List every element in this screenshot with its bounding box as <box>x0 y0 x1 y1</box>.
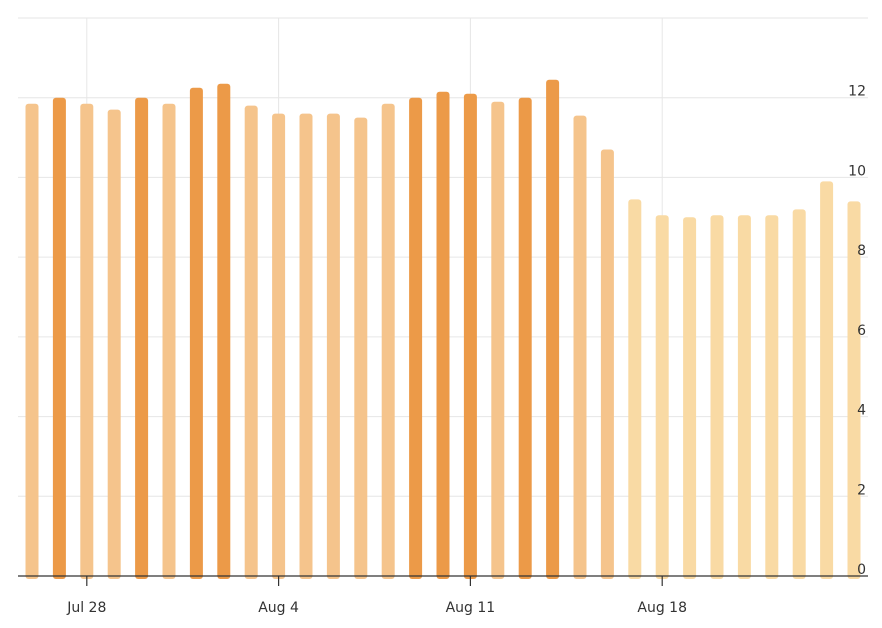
bar <box>80 103 94 579</box>
y-tick-label: 6 <box>857 323 866 339</box>
x-tick-label: Jul 28 <box>66 600 106 616</box>
bar <box>25 103 39 579</box>
bar <box>737 215 751 580</box>
bar <box>354 117 368 580</box>
y-tick-label: 8 <box>857 243 866 259</box>
y-axis-labels: 0 2 4 6 8 10 12 <box>848 84 866 578</box>
y-tick-label: 12 <box>848 84 866 100</box>
x-tick-label: Aug 4 <box>258 600 299 616</box>
bar <box>710 215 724 580</box>
bar <box>409 97 423 579</box>
bar <box>820 181 834 579</box>
x-axis-labels: Jul 28 Aug 4 Aug 11 Aug 18 <box>66 600 687 616</box>
y-tick-label: 0 <box>857 562 866 578</box>
bar <box>107 109 121 580</box>
bar <box>189 87 203 579</box>
bar <box>436 91 450 579</box>
bar <box>792 209 806 580</box>
bar <box>52 97 66 579</box>
bar <box>463 93 477 579</box>
bar <box>272 113 286 580</box>
bar <box>655 215 669 580</box>
bar <box>381 103 395 579</box>
x-tick-label: Aug 18 <box>637 600 687 616</box>
bar <box>326 113 340 580</box>
bar <box>683 217 697 580</box>
y-tick-label: 2 <box>857 482 866 498</box>
bar <box>600 149 614 579</box>
bar <box>765 215 779 580</box>
bar <box>518 97 532 579</box>
bar <box>628 199 642 579</box>
bars <box>25 79 861 580</box>
bar <box>847 201 861 580</box>
bar <box>217 83 231 579</box>
y-tick-label: 4 <box>857 403 866 419</box>
bar <box>162 103 176 579</box>
x-axis <box>18 575 868 586</box>
x-tick-label: Aug 11 <box>446 600 496 616</box>
bar <box>135 97 149 579</box>
bar <box>546 79 560 580</box>
y-tick-label: 10 <box>848 163 866 179</box>
bar <box>244 105 258 579</box>
bar <box>299 113 313 580</box>
bar <box>491 101 505 579</box>
bar <box>573 115 587 580</box>
